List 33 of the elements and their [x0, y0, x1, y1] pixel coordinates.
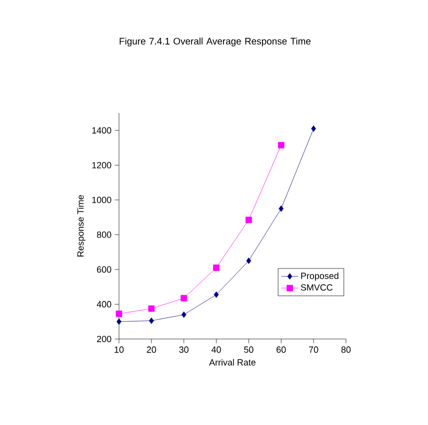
point: [181, 311, 186, 318]
point: [148, 305, 155, 312]
x-tick-label: 80: [341, 346, 351, 353]
x-tick-label: 40: [212, 346, 221, 353]
y-tick-label: 1000: [92, 196, 112, 204]
legend-label: SMVCC: [300, 284, 333, 291]
point: [246, 216, 252, 224]
x-tick-label: 30: [179, 346, 188, 353]
point: [278, 142, 284, 148]
x-tick-label: 10: [114, 346, 124, 353]
x-tick-label: 20: [146, 346, 156, 353]
y-axis-title: Response Time: [77, 195, 86, 256]
y-tick-label: 800: [96, 232, 112, 238]
x-axis-title: Arrival Rate: [209, 358, 256, 366]
chart-title: Figure 7.4.1 Overall Average Response Time: [120, 38, 311, 46]
point: [148, 318, 154, 324]
y-tick-label: 1400: [92, 127, 112, 134]
point: [213, 264, 220, 271]
y-tick-label: 400: [96, 301, 112, 308]
point: [246, 258, 252, 264]
y-tick-label: 200: [97, 336, 112, 342]
y-tick-label: 1200: [92, 162, 112, 168]
point: [116, 310, 122, 317]
point: [180, 294, 188, 302]
legend-label: Proposed: [301, 272, 338, 281]
x-tick-label: 50: [244, 346, 254, 353]
x-tick-label: 70: [309, 346, 318, 353]
point: [278, 205, 284, 212]
point: [311, 125, 316, 132]
y-tick-label: 600: [97, 266, 112, 273]
point: [214, 291, 219, 298]
x-tick-label: 60: [276, 346, 286, 353]
point: [116, 318, 122, 325]
